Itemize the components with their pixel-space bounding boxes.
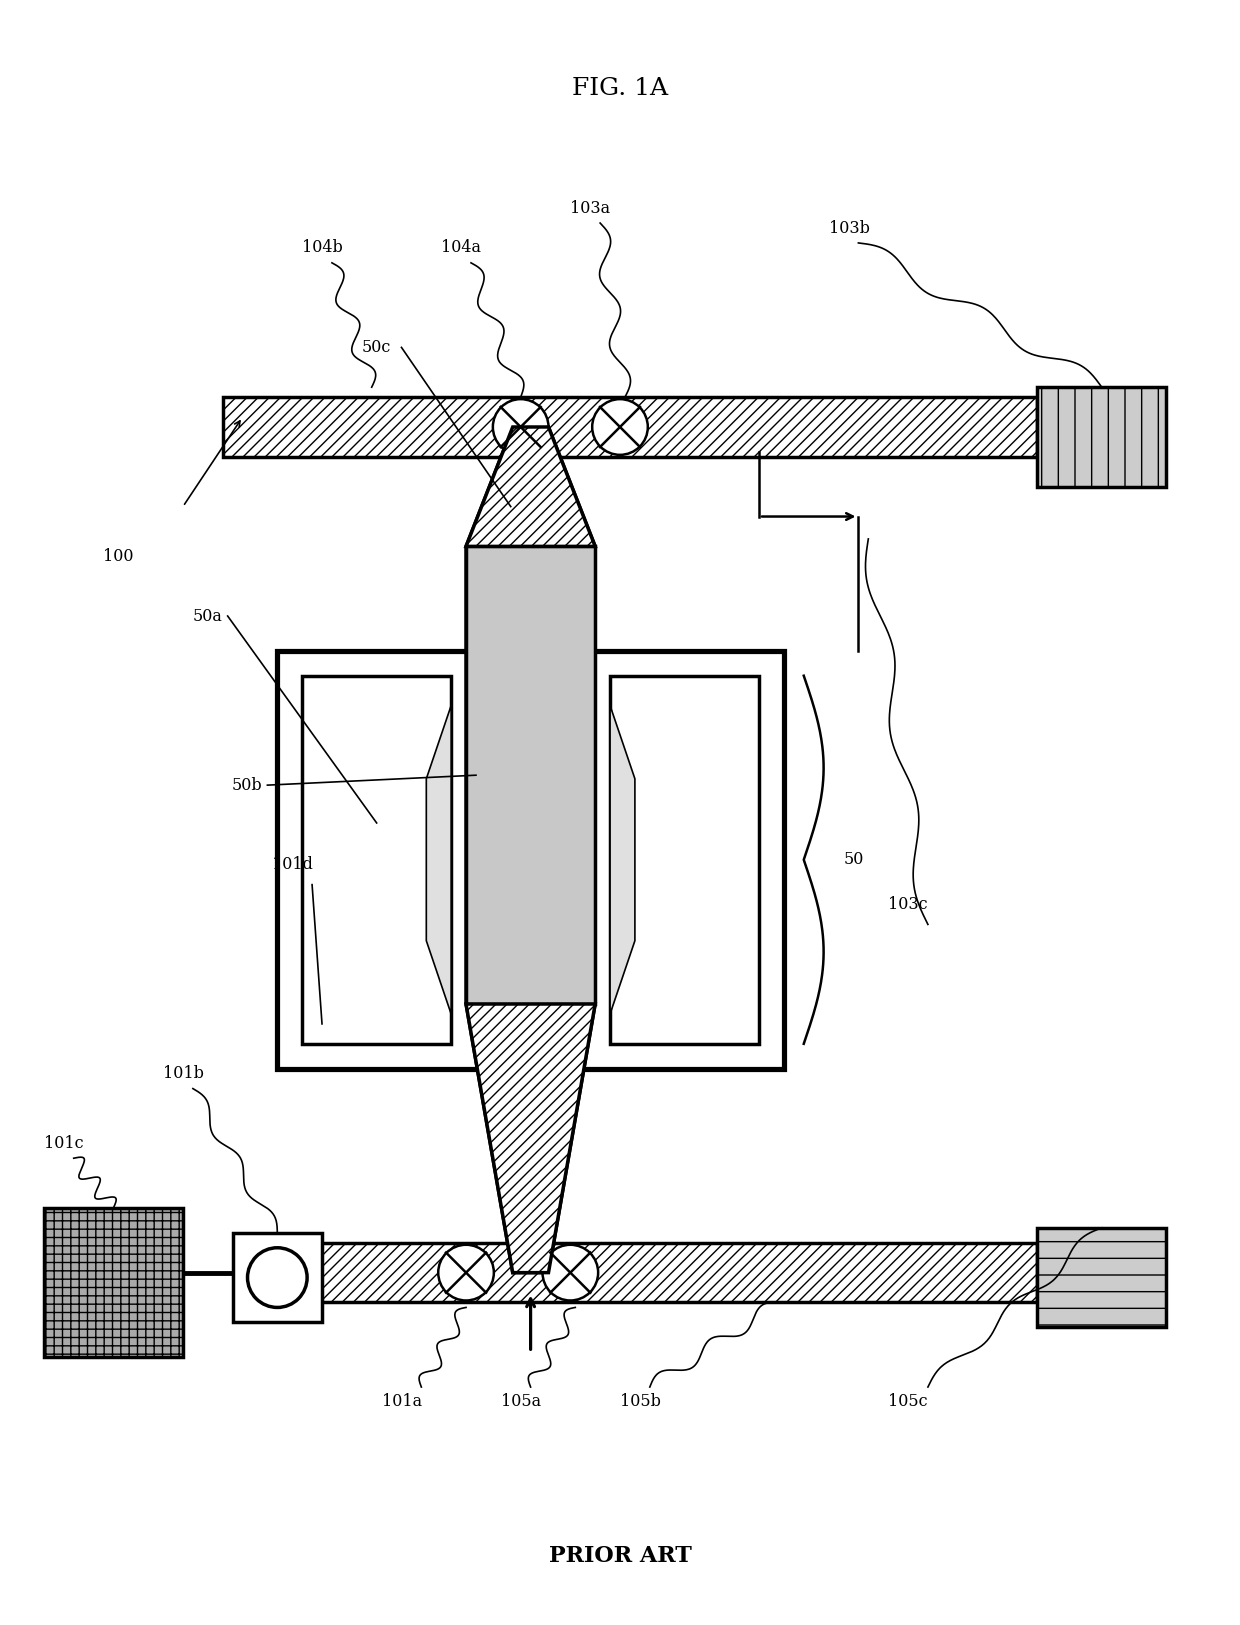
Bar	[303, 676, 451, 1043]
Bar	[610, 676, 759, 1043]
Polygon shape	[466, 427, 595, 1272]
Text: 103c: 103c	[888, 895, 928, 913]
Bar	[223, 396, 1037, 457]
Text: 101b: 101b	[164, 1064, 203, 1082]
Text: FIG. 1A: FIG. 1A	[572, 78, 668, 101]
Text: 50c: 50c	[362, 340, 391, 356]
Circle shape	[438, 1245, 494, 1300]
Bar	[43, 1207, 184, 1357]
Text: 104a: 104a	[441, 239, 481, 257]
Polygon shape	[466, 1004, 595, 1272]
Text: 105b: 105b	[620, 1394, 661, 1410]
Circle shape	[492, 400, 548, 455]
Text: 101a: 101a	[382, 1394, 422, 1410]
Circle shape	[543, 1245, 598, 1300]
Text: PRIOR ART: PRIOR ART	[548, 1545, 692, 1566]
Bar	[278, 652, 784, 1069]
Text: 105c: 105c	[888, 1394, 928, 1410]
Circle shape	[593, 400, 647, 455]
Text: 100: 100	[103, 548, 134, 565]
Bar	[466, 546, 595, 1004]
Bar	[303, 1243, 1037, 1303]
Text: 50b: 50b	[232, 777, 263, 793]
Text: 50a: 50a	[192, 608, 223, 624]
Text: 101d: 101d	[273, 856, 314, 873]
Text: 104b: 104b	[303, 239, 343, 257]
Text: 105a: 105a	[501, 1394, 541, 1410]
Circle shape	[248, 1248, 308, 1308]
Polygon shape	[610, 705, 635, 1014]
Bar	[1037, 387, 1167, 486]
Polygon shape	[427, 705, 451, 1014]
Text: 103a: 103a	[570, 200, 610, 216]
Polygon shape	[466, 427, 595, 546]
Text: 103b: 103b	[828, 219, 869, 237]
Text: 50: 50	[843, 852, 864, 868]
Bar	[1037, 1228, 1167, 1328]
Bar	[233, 1233, 322, 1323]
Text: 101c: 101c	[43, 1134, 83, 1152]
